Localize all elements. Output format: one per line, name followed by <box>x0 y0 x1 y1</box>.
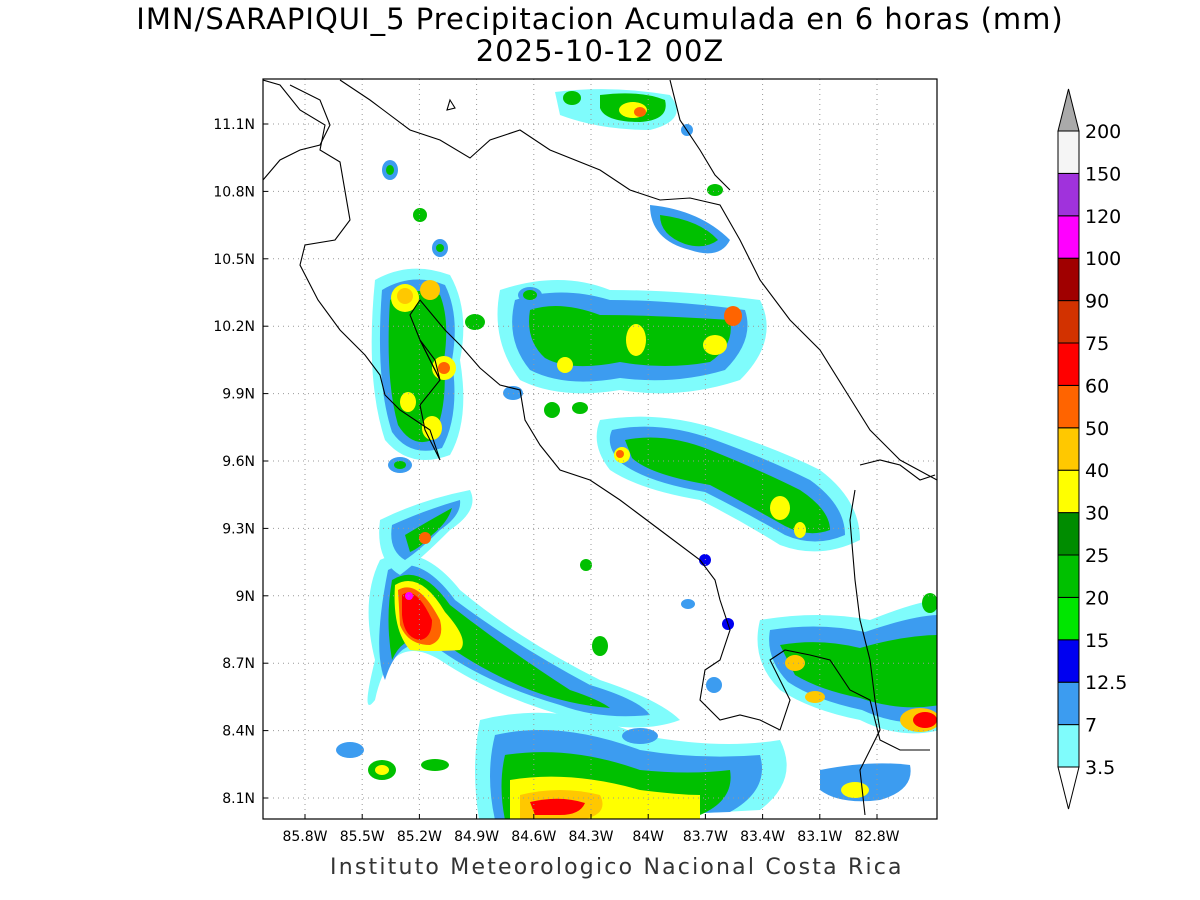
lat-tick-label: 11.1N <box>213 117 255 133</box>
colorbar-label: 50 <box>1085 418 1109 440</box>
lon-tick-label: 85.5W <box>340 829 385 845</box>
lon-tick-label: 84.6W <box>511 829 556 845</box>
precip-cell-guanacaste <box>371 268 464 460</box>
map-grid <box>263 79 937 819</box>
lon-tick-label: 85.8W <box>282 829 327 845</box>
colorbar-swatch <box>1057 342 1080 386</box>
nicaragua-border <box>669 79 731 191</box>
lon-tick-label: 84W <box>632 829 664 845</box>
gulf-shore <box>419 339 441 381</box>
colorbar-label: 90 <box>1085 291 1109 313</box>
colorbar-swatch <box>1057 639 1080 683</box>
colorbar-label: 20 <box>1085 587 1109 609</box>
colorbar-label: 150 <box>1085 163 1121 185</box>
lat-tick-label: 9.6N <box>222 454 255 470</box>
lon-tick-label: 83.7W <box>683 829 728 845</box>
lat-tick-label: 8.4N <box>222 724 255 740</box>
lat-tick-label: 9N <box>236 589 255 605</box>
precip-cell-south-band <box>475 712 787 819</box>
precip-cell-band-92n <box>379 490 473 575</box>
lon-tick-label: 82.8W <box>854 829 899 845</box>
map-title: IMN/SARAPIQUI_5 Precipitacion Acumulada … <box>136 2 1064 36</box>
lon-tick-label: 84.3W <box>568 829 613 845</box>
colorbar-label: 120 <box>1085 206 1121 228</box>
colorbar-label: 7 <box>1085 715 1097 737</box>
colorbar-label: 25 <box>1085 545 1109 567</box>
lon-tick-label: 85.2W <box>397 829 442 845</box>
lat-tick-label: 10.2N <box>213 319 255 335</box>
precip-cell-northeast <box>555 89 730 254</box>
lon-tick-label: 83.4W <box>740 829 785 845</box>
precipitation-field <box>336 89 937 819</box>
footer-credit: Instituto Meteorologico Nacional Costa R… <box>330 855 904 880</box>
map-subtitle-date: 2025-10-12 00Z <box>475 34 725 68</box>
colorbar-swatch <box>1057 300 1080 344</box>
colorbar: 3.5 7 12.5 15 20 25 30 40 50 60 75 90 100 120 150 200 <box>1057 88 1127 810</box>
lat-tick-label: 9.3N <box>222 521 255 537</box>
colorbar-swatch <box>1057 172 1080 217</box>
lake-island <box>446 98 456 111</box>
colorbar-label: 100 <box>1085 248 1121 270</box>
colorbar-underflow-triangle <box>1057 766 1080 810</box>
colorbar-swatch <box>1057 724 1080 768</box>
lat-tick-label: 9.9N <box>222 387 255 403</box>
lon-tick-label: 83.1W <box>797 829 842 845</box>
pacific-coastline <box>263 79 930 751</box>
colorbar-label: 40 <box>1085 460 1109 482</box>
precip-cell-central-south <box>596 416 860 552</box>
colorbar-swatch <box>1057 384 1080 429</box>
colorbar-overflow-triangle <box>1057 88 1080 132</box>
lat-tick-label: 8.7N <box>222 656 255 672</box>
longitude-labels: 85.8W 85.5W 85.2W 84.9W 84.6W 84.3W 84W 83.7W 83… <box>282 814 900 845</box>
lat-tick-label: 10.8N <box>213 184 255 200</box>
lat-tick-label: 10.5N <box>213 252 255 268</box>
precip-scattered-cells <box>336 91 937 780</box>
colorbar-swatch <box>1057 215 1080 259</box>
colorbar-label: 200 <box>1085 121 1121 143</box>
colorbar-label: 12.5 <box>1085 672 1127 694</box>
colorbar-swatch <box>1057 596 1080 641</box>
colorbar-swatch <box>1057 257 1080 302</box>
lon-tick-label: 84.9W <box>454 829 499 845</box>
nicoya-coast <box>263 84 331 181</box>
colorbar-label: 30 <box>1085 503 1109 525</box>
colorbar-label: 15 <box>1085 630 1109 652</box>
colorbar-swatch <box>1057 130 1080 174</box>
latitude-labels: 11.1N 10.8N 10.5N 10.2N 9.9N 9.6N 9.3N 9N 8.7N 8.… <box>213 117 268 807</box>
precip-cell-southeast <box>757 600 937 802</box>
caribbean-coastline <box>339 79 937 481</box>
map-frame <box>262 78 938 820</box>
colorbar-swatch <box>1057 554 1080 598</box>
lat-tick-label: 8.1N <box>222 791 255 807</box>
colorbar-label: 60 <box>1085 375 1109 397</box>
precip-cell-central-north <box>497 280 767 394</box>
colorbar-swatch <box>1057 427 1080 471</box>
panama-border <box>849 459 936 816</box>
precip-cell-pacific-band <box>367 554 680 728</box>
colorbar-swatch <box>1057 512 1080 556</box>
colorbar-label: 3.5 <box>1085 757 1115 779</box>
colorbar-swatch <box>1057 681 1080 726</box>
colorbar-label: 75 <box>1085 333 1109 355</box>
coastlines <box>263 79 937 816</box>
colorbar-swatch <box>1057 469 1080 514</box>
